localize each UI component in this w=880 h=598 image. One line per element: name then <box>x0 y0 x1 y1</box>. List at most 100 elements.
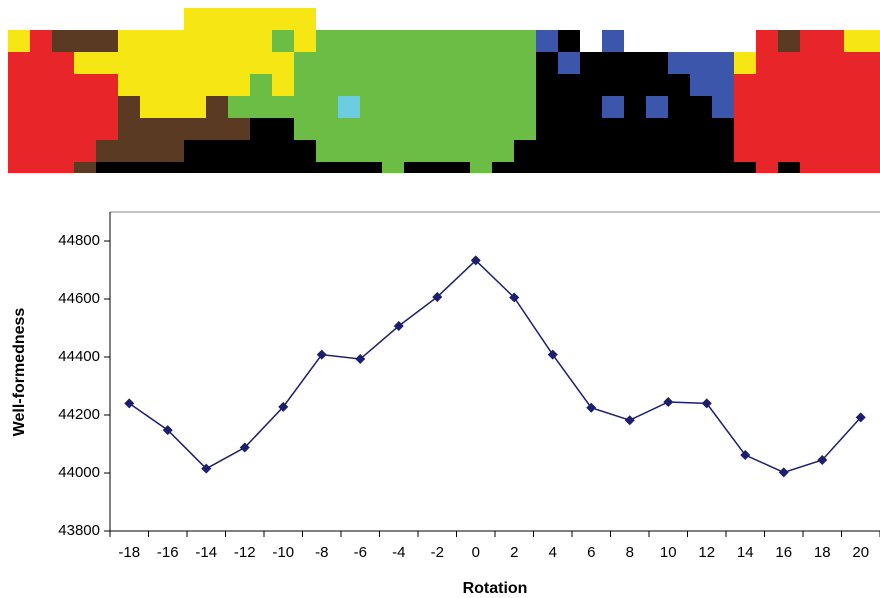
pixel <box>668 118 690 140</box>
pixel <box>382 140 404 162</box>
pixel <box>52 140 74 162</box>
pixel <box>448 8 470 30</box>
pixel <box>184 8 206 30</box>
pixel <box>184 162 206 173</box>
pixel <box>206 162 228 173</box>
pixel <box>52 162 74 173</box>
data-point <box>124 398 134 408</box>
pixel <box>690 118 712 140</box>
pixel <box>140 118 162 140</box>
pixel <box>712 162 734 173</box>
pixel <box>74 30 96 52</box>
pixel <box>294 8 316 30</box>
pixel <box>184 140 206 162</box>
pixel <box>624 96 646 118</box>
pixel <box>800 8 822 30</box>
pixel <box>74 52 96 74</box>
pixel <box>800 162 822 173</box>
x-tick-label: -2 <box>431 544 444 561</box>
pixel <box>668 96 690 118</box>
pixel <box>118 30 140 52</box>
pixel <box>426 140 448 162</box>
pixel <box>382 162 404 173</box>
pixel <box>646 74 668 96</box>
pixel <box>338 52 360 74</box>
x-tick-label: 2 <box>510 544 518 561</box>
pixel <box>338 30 360 52</box>
pixel <box>206 96 228 118</box>
pixel <box>690 30 712 52</box>
pixel <box>294 118 316 140</box>
pixel <box>448 140 470 162</box>
pixel <box>206 30 228 52</box>
pixel <box>580 52 602 74</box>
pixel <box>580 30 602 52</box>
pixel <box>206 118 228 140</box>
pixel <box>734 140 756 162</box>
pixel <box>74 96 96 118</box>
pixel <box>536 8 558 30</box>
data-point <box>779 467 789 477</box>
x-tick-label: 18 <box>814 544 831 561</box>
pixel <box>250 8 272 30</box>
pixel <box>74 140 96 162</box>
pixel <box>778 118 800 140</box>
pixel <box>778 140 800 162</box>
pixel <box>448 30 470 52</box>
pixel <box>646 96 668 118</box>
y-tick-label: 44800 <box>58 232 100 249</box>
pixel <box>74 74 96 96</box>
pixel <box>646 162 668 173</box>
pixel <box>272 8 294 30</box>
pixel <box>162 8 184 30</box>
pixel <box>8 140 30 162</box>
pixel <box>492 140 514 162</box>
pixel <box>74 162 96 173</box>
pixel <box>756 74 778 96</box>
pixel <box>514 162 536 173</box>
x-tick-label: -10 <box>272 544 294 561</box>
pixel <box>162 118 184 140</box>
pixel <box>250 30 272 52</box>
pixel <box>360 8 382 30</box>
x-tick-label: 20 <box>852 544 869 561</box>
pixel <box>52 30 74 52</box>
pixel <box>668 74 690 96</box>
pixel <box>404 140 426 162</box>
pixel <box>536 140 558 162</box>
pixel <box>624 52 646 74</box>
pixel <box>778 30 800 52</box>
pixel <box>426 8 448 30</box>
pixel <box>228 8 250 30</box>
pixel <box>30 162 52 173</box>
pixel <box>690 140 712 162</box>
pixel <box>272 96 294 118</box>
pixel <box>426 162 448 173</box>
pixel <box>250 162 272 173</box>
pixel <box>778 162 800 173</box>
pixel <box>514 8 536 30</box>
pixel <box>118 52 140 74</box>
pixel <box>756 30 778 52</box>
pixel <box>316 52 338 74</box>
pixel <box>360 30 382 52</box>
pixel <box>800 118 822 140</box>
pixel <box>470 162 492 173</box>
pixel <box>426 30 448 52</box>
pixel <box>228 30 250 52</box>
pixel <box>338 74 360 96</box>
pixel <box>492 8 514 30</box>
pixel <box>712 74 734 96</box>
pixel <box>602 8 624 30</box>
pixel <box>448 162 470 173</box>
pixel <box>470 140 492 162</box>
pixel <box>492 162 514 173</box>
pixel <box>822 74 844 96</box>
pixel <box>580 74 602 96</box>
pixel <box>624 118 646 140</box>
pixel <box>712 140 734 162</box>
pixel <box>866 96 880 118</box>
y-tick-label: 43800 <box>58 522 100 539</box>
data-point <box>625 415 635 425</box>
pixel <box>382 52 404 74</box>
